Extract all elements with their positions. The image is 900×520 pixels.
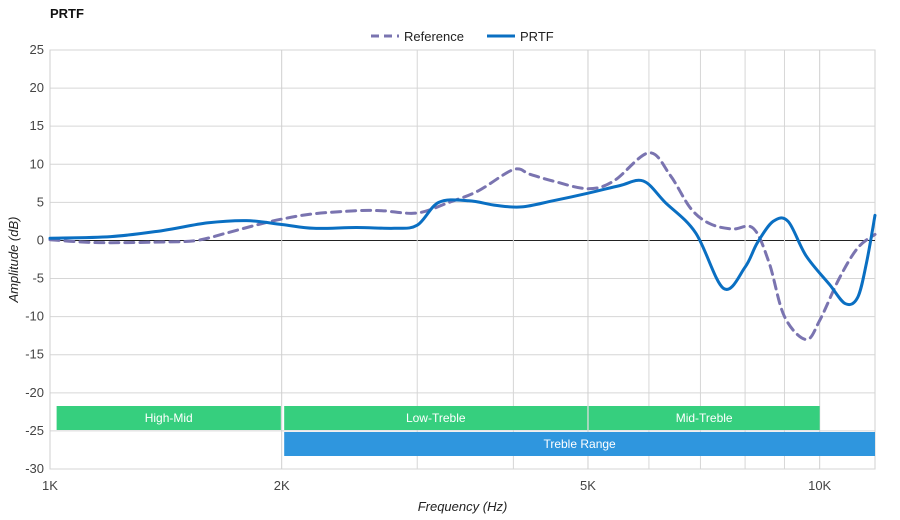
y-tick-label: -15	[25, 347, 44, 362]
y-tick-label: -10	[25, 309, 44, 324]
x-tick-label: 1K	[42, 478, 58, 493]
legend-label: Reference	[404, 29, 464, 44]
y-tick-label: -25	[25, 423, 44, 438]
y-axis-label: Amplitude (dB)	[6, 217, 21, 304]
y-tick-label: 25	[30, 42, 44, 57]
y-tick-label: -20	[25, 385, 44, 400]
y-tick-label: -5	[32, 271, 44, 286]
band-label: Low-Treble	[406, 411, 466, 425]
x-tick-label: 10K	[808, 478, 831, 493]
x-axis-label: Frequency (Hz)	[418, 499, 508, 514]
x-tick-label: 5K	[580, 478, 596, 493]
series-line-prtf	[48, 178, 877, 307]
y-tick-label: -30	[25, 461, 44, 476]
y-tick-label: 15	[30, 118, 44, 133]
band-mid-treble	[588, 406, 820, 430]
band-high-mid	[56, 406, 281, 430]
y-tick-label: 5	[37, 194, 44, 209]
y-tick-label: 10	[30, 156, 44, 171]
series-line-reference	[48, 151, 877, 341]
band-low-treble	[284, 406, 588, 430]
y-tick-label: 0	[37, 232, 44, 247]
x-tick-label: 2K	[274, 478, 290, 493]
chart-title: PRTF	[50, 6, 84, 21]
band-label: Treble Range	[543, 437, 616, 451]
band-label: Mid-Treble	[676, 411, 733, 425]
y-tick-label: 20	[30, 80, 44, 95]
band-treble-range	[284, 432, 875, 456]
legend-label: PRTF	[520, 29, 554, 44]
band-label: High-Mid	[145, 411, 193, 425]
